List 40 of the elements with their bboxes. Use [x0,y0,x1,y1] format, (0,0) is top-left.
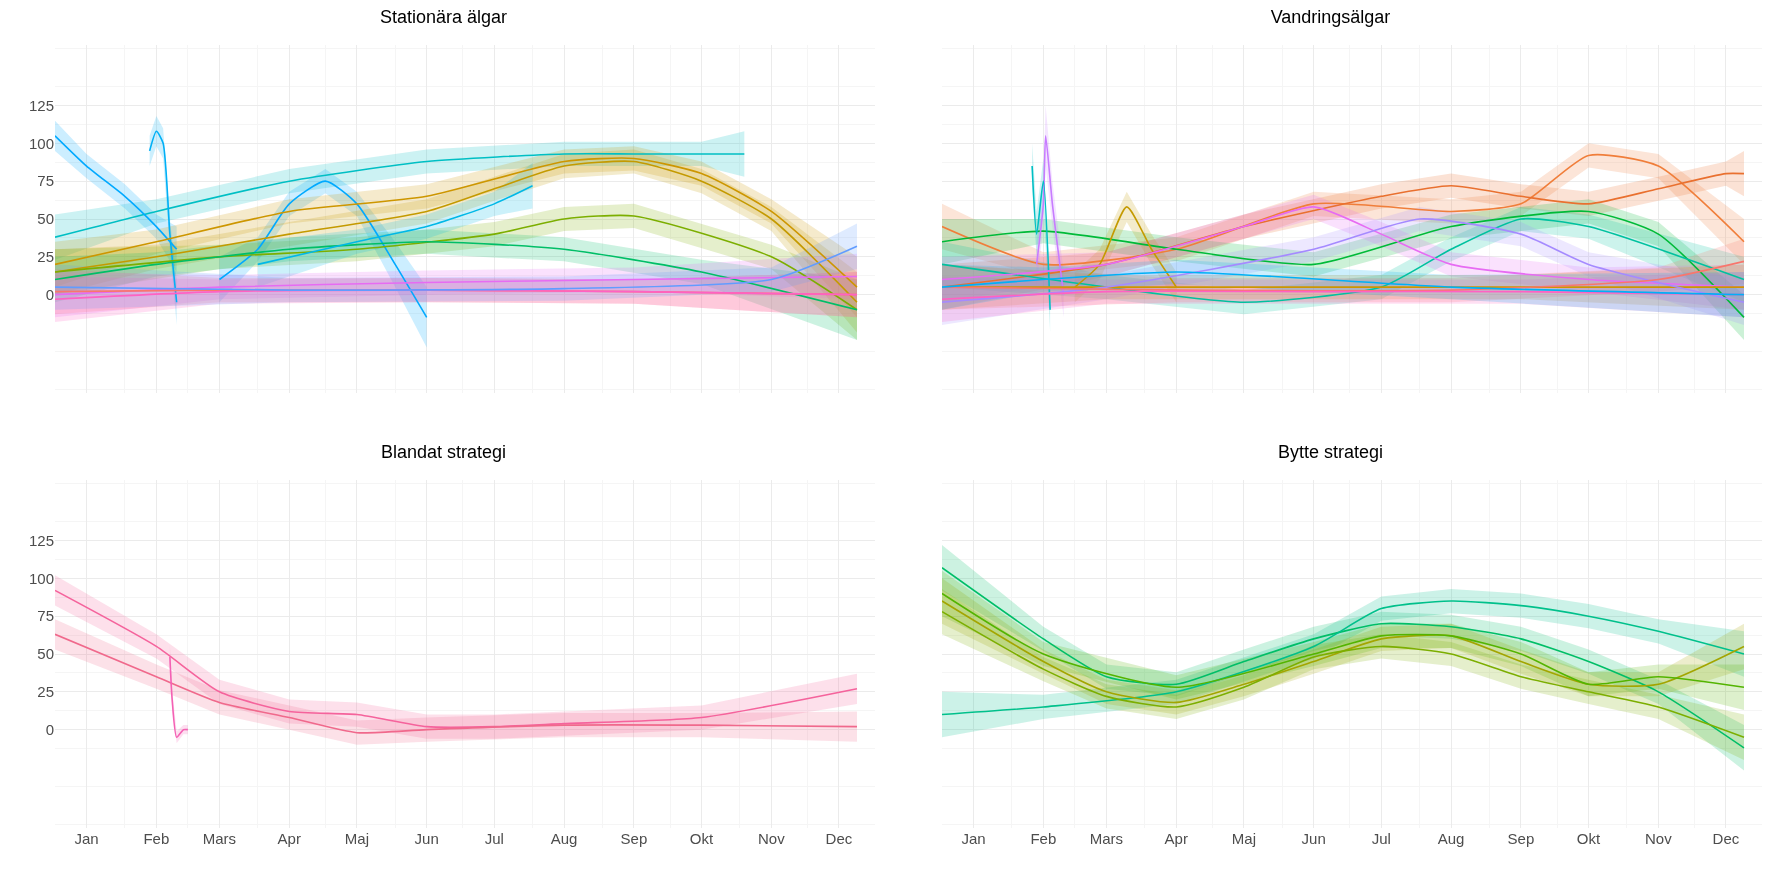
y-tick-label: 0 [45,285,54,303]
y-tick-label: 100 [28,569,54,587]
x-tick-label: Aug [550,830,578,847]
x-tick-label: Maj [1231,830,1256,847]
x-tick-label: Jan [961,830,986,847]
x-tick-label: Dec [825,830,853,847]
y-tick-label: 75 [37,607,54,625]
x-tick-label: Jan [74,830,99,847]
y-tick-label: 100 [28,134,54,152]
y-tick-label: 125 [28,96,54,114]
x-tick-label: Sep [620,830,648,847]
y-tick-label: 50 [37,210,54,228]
x-tick-label: Apr [277,830,301,847]
x-tick-label: Nov [758,830,786,847]
y-tick-label: 50 [37,645,54,663]
x-tick-label: Feb [1030,830,1057,847]
y-tick-label: 0 [45,720,54,738]
chart-title: Vandringsälgar [1270,7,1391,28]
x-tick-label: Maj [344,830,369,847]
x-tick-label: Sep [1507,830,1535,847]
x-tick-label: Okt [689,830,715,847]
y-tick-label: 125 [28,531,54,549]
x-tick-label: Jul [1371,830,1391,847]
x-tick-label: Jul [484,830,504,847]
x-tick-label: Jun [1301,830,1326,847]
chart-title: Bytte strategi [1277,442,1384,463]
y-tick-label: 75 [37,172,54,190]
x-tick-label: Mars [1089,830,1124,847]
chart-title: Stationära älgar [379,7,508,28]
x-tick-label: Jun [414,830,439,847]
x-tick-label: Okt [1576,830,1602,847]
x-tick-label: Feb [143,830,170,847]
x-tick-label: Aug [1437,830,1465,847]
x-tick-label: Nov [1645,830,1673,847]
x-tick-label: Mars [202,830,237,847]
y-tick-label: 25 [37,683,54,701]
x-tick-label: Apr [1164,830,1188,847]
x-tick-label: Dec [1712,830,1740,847]
chart-title: Blandat strategi [380,442,507,463]
y-tick-label: 25 [37,248,54,266]
